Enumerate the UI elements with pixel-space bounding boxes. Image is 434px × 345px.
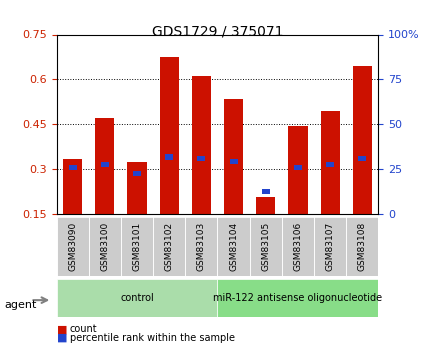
Text: count: count <box>69 325 97 334</box>
Bar <box>288 126 307 214</box>
Text: GSM83105: GSM83105 <box>261 222 270 271</box>
Bar <box>95 118 114 214</box>
Bar <box>63 159 82 214</box>
Text: agent: agent <box>4 300 36 310</box>
FancyBboxPatch shape <box>217 279 378 317</box>
FancyBboxPatch shape <box>89 217 121 276</box>
FancyBboxPatch shape <box>56 217 89 276</box>
Text: GSM83103: GSM83103 <box>197 222 205 271</box>
FancyBboxPatch shape <box>121 217 153 276</box>
Bar <box>159 57 178 214</box>
FancyBboxPatch shape <box>153 217 185 276</box>
Text: control: control <box>120 294 154 303</box>
Bar <box>358 156 365 161</box>
Bar <box>101 162 108 167</box>
Text: ■: ■ <box>56 333 67 343</box>
Bar <box>69 165 76 170</box>
FancyBboxPatch shape <box>185 217 217 276</box>
Text: GDS1729 / 375071: GDS1729 / 375071 <box>151 24 283 38</box>
Text: ■: ■ <box>56 325 67 334</box>
Text: GSM83102: GSM83102 <box>164 222 173 271</box>
Bar <box>229 159 237 164</box>
Bar <box>197 156 205 161</box>
Bar <box>326 162 333 167</box>
FancyBboxPatch shape <box>217 217 249 276</box>
Text: GSM83104: GSM83104 <box>229 222 237 271</box>
FancyBboxPatch shape <box>56 279 217 317</box>
Text: percentile rank within the sample: percentile rank within the sample <box>69 333 234 343</box>
Bar <box>224 99 243 214</box>
Bar <box>133 171 141 176</box>
Text: GSM83100: GSM83100 <box>100 222 109 271</box>
Text: GSM83107: GSM83107 <box>325 222 334 271</box>
Bar <box>293 165 301 170</box>
Text: miR-122 antisense oligonucleotide: miR-122 antisense oligonucleotide <box>213 294 381 303</box>
Bar <box>191 76 210 214</box>
Text: GSM83101: GSM83101 <box>132 222 141 271</box>
Text: GSM83108: GSM83108 <box>357 222 366 271</box>
Bar <box>127 161 146 214</box>
Bar <box>256 197 275 214</box>
Bar <box>261 189 269 194</box>
FancyBboxPatch shape <box>313 217 345 276</box>
Bar <box>352 66 371 214</box>
FancyBboxPatch shape <box>249 217 281 276</box>
Text: GSM83106: GSM83106 <box>293 222 302 271</box>
Text: GSM83090: GSM83090 <box>68 222 77 271</box>
Bar <box>320 111 339 214</box>
FancyBboxPatch shape <box>281 217 313 276</box>
Bar <box>165 155 173 160</box>
FancyBboxPatch shape <box>345 217 378 276</box>
